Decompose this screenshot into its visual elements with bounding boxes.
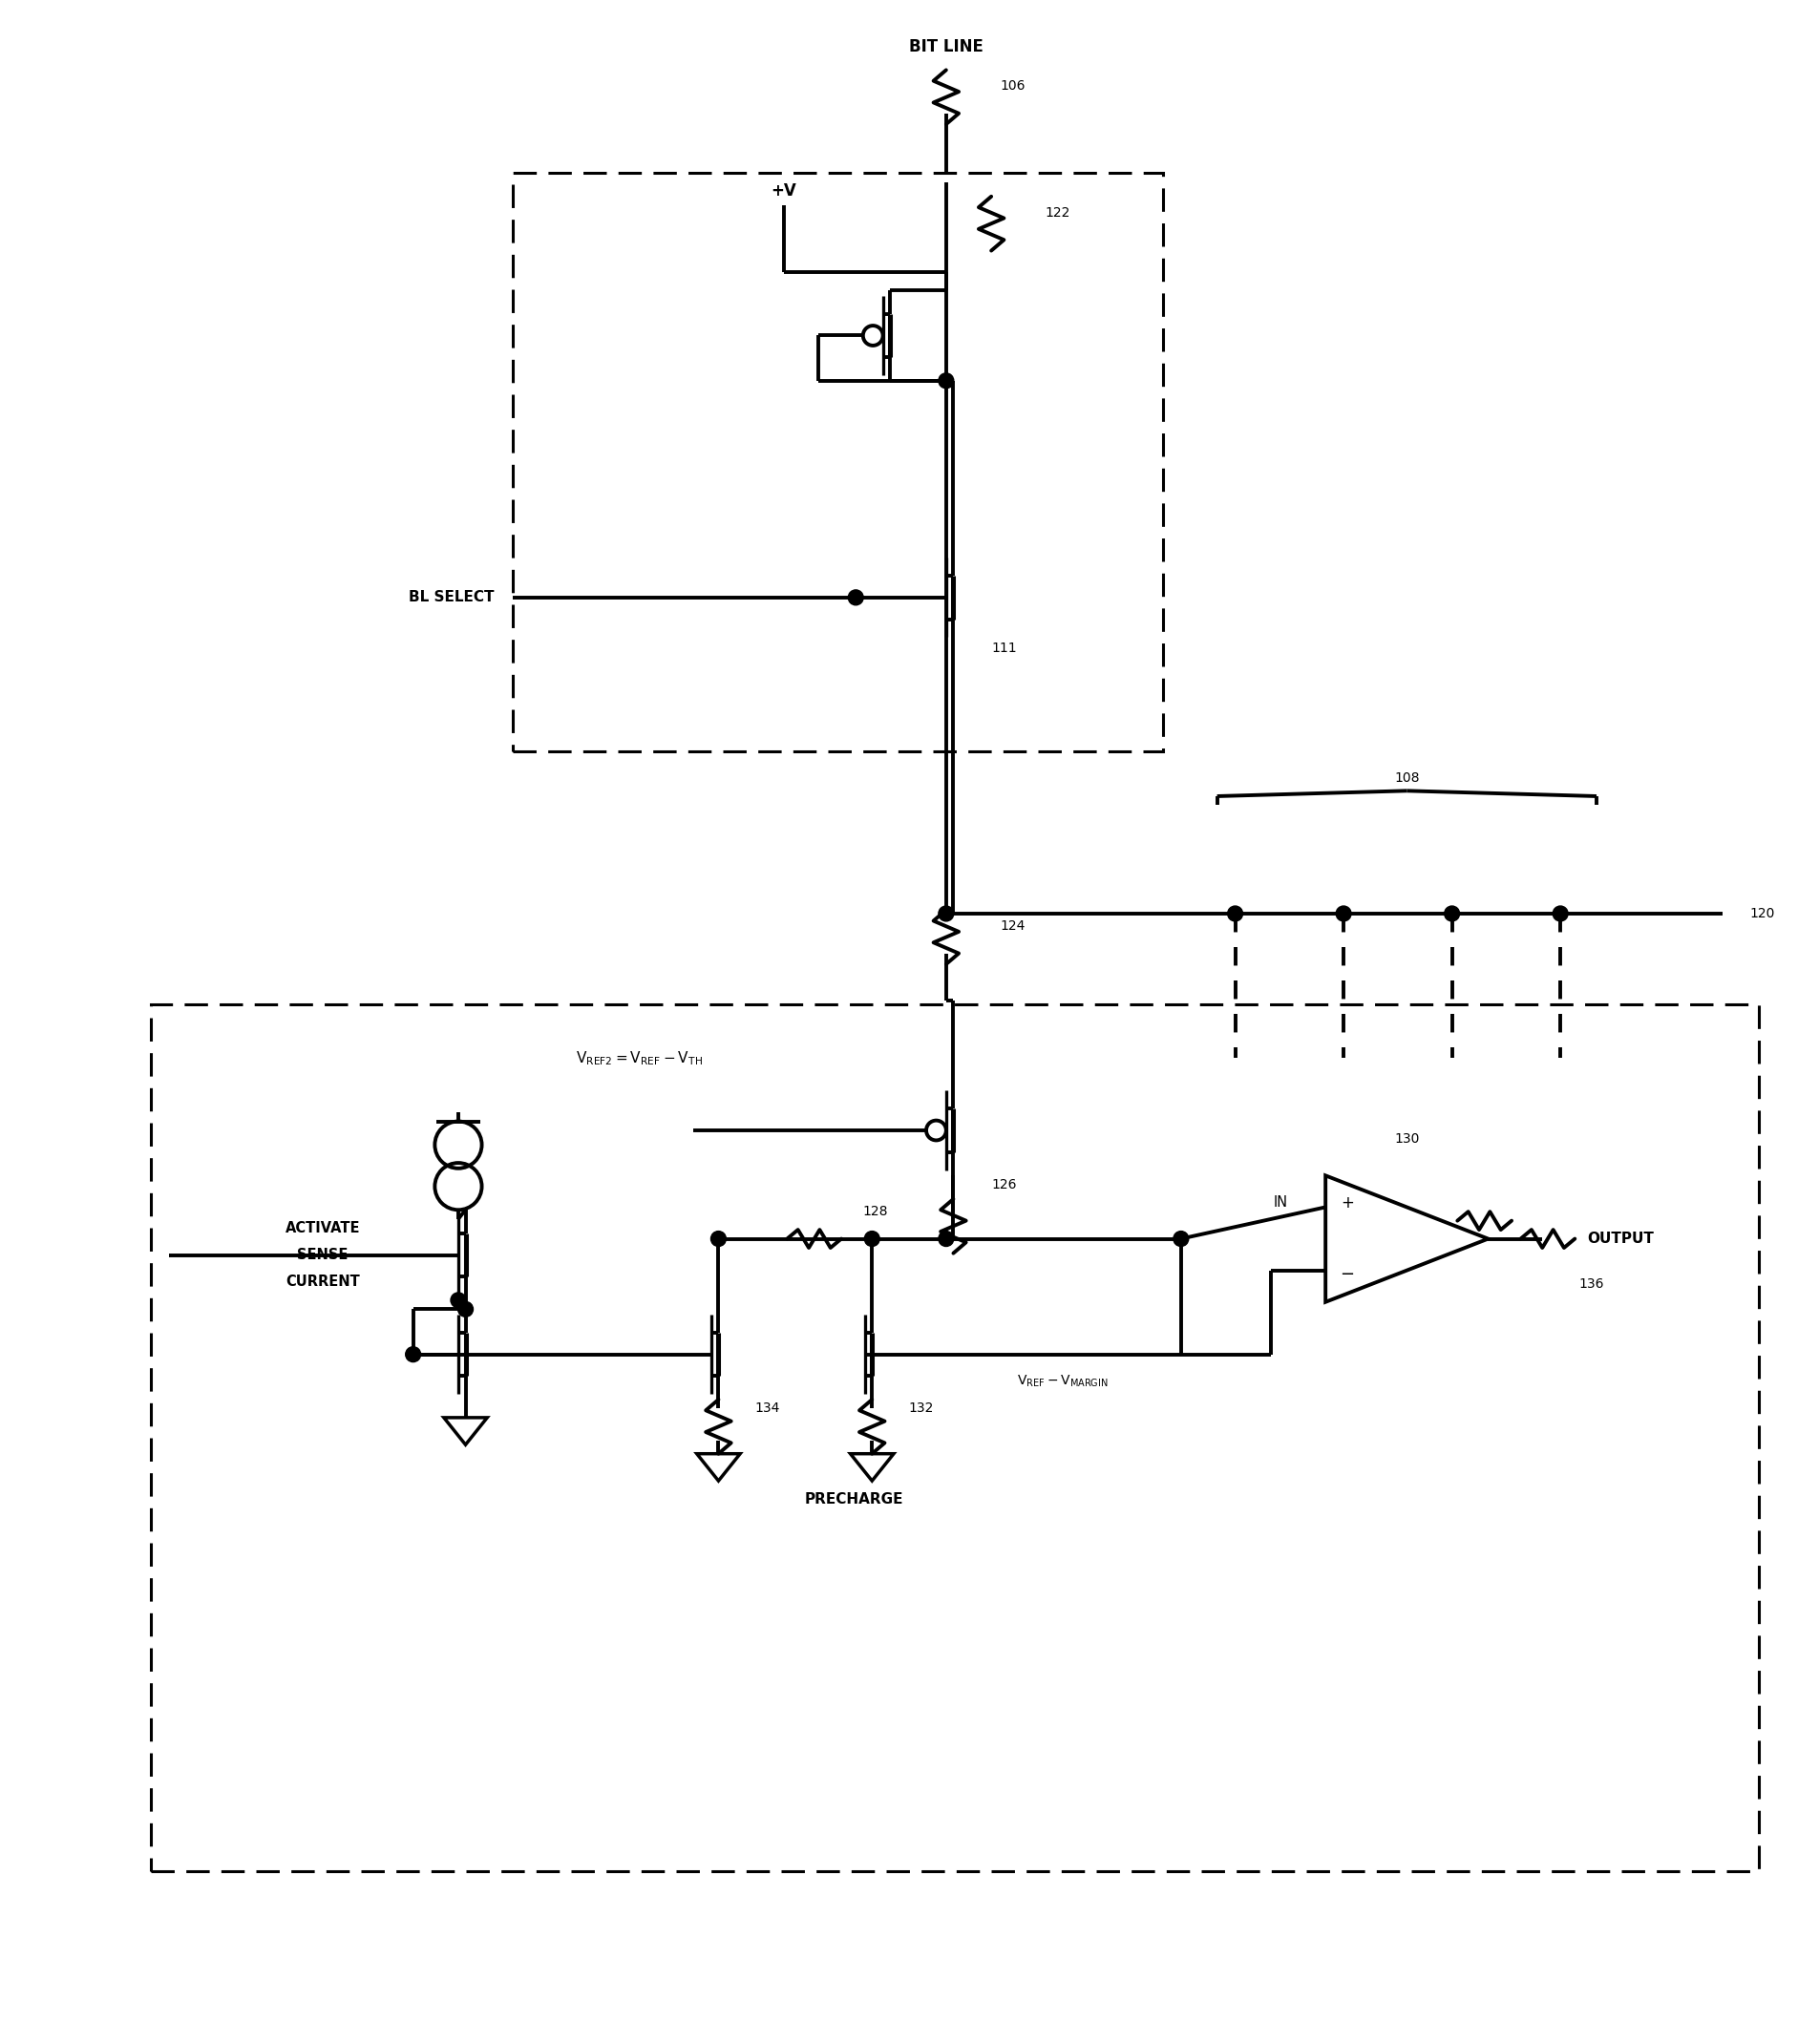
Circle shape [1173, 1230, 1188, 1247]
Circle shape [458, 1302, 473, 1316]
Bar [151, 1004, 1759, 1870]
Text: 122: 122 [1044, 206, 1070, 219]
Text: −: − [1339, 1267, 1353, 1284]
Text: ACTIVATE: ACTIVATE [286, 1220, 360, 1235]
Circle shape [848, 591, 862, 605]
Circle shape [864, 1230, 879, 1247]
Circle shape [406, 1347, 420, 1361]
Text: BL SELECT: BL SELECT [409, 591, 495, 605]
Text: 111: 111 [991, 642, 1017, 654]
Text: IN: IN [1273, 1196, 1286, 1210]
Text: SENSE: SENSE [296, 1249, 347, 1263]
Circle shape [939, 1230, 953, 1247]
Text: 106: 106 [1000, 80, 1026, 92]
Text: PRECHARGE: PRECHARGE [804, 1492, 902, 1506]
Text: $\mathregular{V_{REF} - V_{MARGIN}}$: $\mathregular{V_{REF} - V_{MARGIN}}$ [1017, 1374, 1108, 1390]
Text: +: + [1341, 1194, 1353, 1212]
Text: +V: +V [769, 182, 797, 200]
Text: $\mathregular{V_{REF2} = V_{REF} - V_{TH}}$: $\mathregular{V_{REF2} = V_{REF} - V_{TH… [575, 1049, 702, 1067]
Circle shape [1444, 905, 1459, 922]
Text: CURRENT: CURRENT [286, 1275, 360, 1290]
Bar [513, 174, 1162, 750]
Text: 120: 120 [1750, 908, 1774, 920]
Text: OUTPUT: OUTPUT [1586, 1233, 1653, 1247]
Text: 130: 130 [1393, 1132, 1419, 1147]
Circle shape [451, 1292, 466, 1308]
Circle shape [939, 905, 953, 922]
Circle shape [1228, 905, 1242, 922]
Text: 128: 128 [862, 1206, 888, 1218]
Circle shape [711, 1230, 726, 1247]
Text: 124: 124 [1000, 920, 1024, 932]
Circle shape [1552, 905, 1568, 922]
Text: 134: 134 [755, 1402, 779, 1414]
Text: 126: 126 [991, 1177, 1017, 1192]
Text: 108: 108 [1393, 771, 1419, 785]
Text: 136: 136 [1577, 1278, 1603, 1290]
Text: BIT LINE: BIT LINE [908, 39, 982, 55]
Text: 132: 132 [908, 1402, 933, 1414]
Circle shape [1335, 905, 1350, 922]
Circle shape [939, 374, 953, 388]
